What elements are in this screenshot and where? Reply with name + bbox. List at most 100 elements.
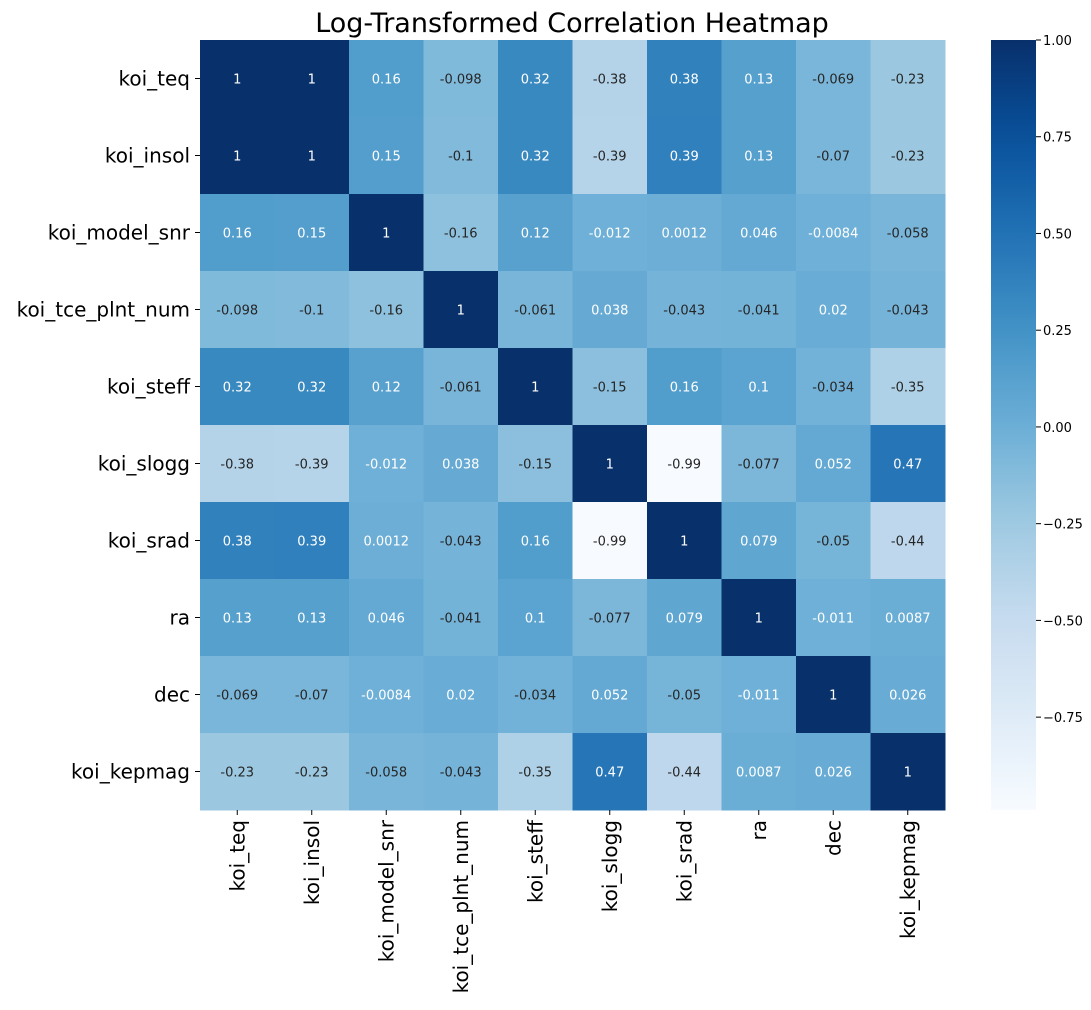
heatmap-cell	[423, 271, 499, 349]
heatmap-cell	[870, 40, 946, 118]
colorbar-tick-label: 0.25	[1043, 324, 1072, 339]
cell-value-label: 0.15	[372, 150, 401, 165]
heatmap-cell	[796, 40, 871, 118]
cell-value-label: 0.16	[521, 535, 550, 550]
heatmap-cell	[349, 425, 424, 503]
heatmap-cell	[349, 348, 424, 426]
heatmap-cell	[200, 656, 275, 734]
heatmap-cell	[572, 117, 648, 195]
cell-value-label: -0.23	[220, 766, 254, 781]
cell-value-label: 0.1	[748, 381, 769, 396]
cell-value-label: 0.15	[297, 227, 326, 242]
heatmap-cell	[870, 733, 946, 811]
heatmap-cell	[349, 194, 424, 272]
heatmap-cell	[274, 425, 350, 503]
cell-value-label: 0.02	[819, 304, 848, 319]
cell-value-label: -0.043	[887, 304, 929, 319]
cell-value-label: 0.39	[297, 535, 326, 550]
y-tick-label: koi_model_snr	[48, 221, 191, 245]
heatmap-cell	[870, 348, 946, 426]
y-tick-label: koi_slogg	[98, 452, 190, 476]
heatmap-cell	[274, 271, 350, 349]
cell-value-label: 0.32	[297, 381, 326, 396]
heatmap-cell	[796, 656, 871, 734]
cell-value-label: 0.0012	[364, 535, 410, 550]
heatmap-cell	[423, 579, 499, 657]
heatmap-cell	[572, 502, 648, 580]
y-tick-label: dec	[154, 683, 190, 707]
heatmap-cell	[647, 271, 722, 349]
heatmap-cell	[274, 348, 350, 426]
heatmap-cell	[423, 425, 499, 503]
heatmap-cell	[721, 425, 797, 503]
cell-value-label: -0.061	[440, 381, 482, 396]
y-tick-label: koi_tce_plnt_num	[17, 298, 190, 322]
heatmap-cell	[870, 656, 946, 734]
x-tick-label: koi_srad	[672, 820, 696, 902]
heatmap-cell	[274, 733, 350, 811]
colorbar-tick-label: −0.25	[1043, 518, 1083, 533]
cell-value-label: -0.05	[816, 535, 850, 550]
x-tick-label: koi_slogg	[598, 820, 622, 912]
heatmap-cell	[870, 194, 946, 272]
cell-value-label: -0.07	[816, 150, 850, 165]
x-tick-label: koi_kepmag	[896, 820, 920, 939]
y-tick-label: ra	[170, 606, 190, 630]
y-tick-label: koi_kepmag	[71, 760, 190, 784]
cell-value-label: -0.0084	[808, 227, 858, 242]
heatmap-cell	[200, 40, 275, 118]
cell-value-label: -0.043	[440, 766, 482, 781]
heatmap-cell	[423, 656, 499, 734]
heatmap-cell	[200, 194, 275, 272]
cell-value-label: -0.35	[891, 381, 925, 396]
cell-value-label: 0.13	[744, 73, 773, 88]
heatmap-cell	[721, 40, 797, 118]
heatmap-cell	[200, 502, 275, 580]
heatmap-cell	[349, 579, 424, 657]
heatmap-cell	[721, 502, 797, 580]
heatmap-cell	[498, 425, 573, 503]
heatmap-cell	[200, 579, 275, 657]
cell-value-label: -0.23	[295, 766, 329, 781]
cell-value-label: -0.034	[812, 381, 854, 396]
heatmap-cell	[498, 348, 573, 426]
cell-value-label: -0.041	[738, 304, 780, 319]
heatmap-cell	[498, 579, 573, 657]
cell-value-label: 0.1	[525, 612, 546, 627]
cell-value-label: 1	[755, 612, 763, 627]
cell-value-label: 0.0012	[662, 227, 708, 242]
cell-value-label: -0.098	[216, 304, 258, 319]
heatmap-cell	[274, 502, 350, 580]
heatmap-cell	[572, 733, 648, 811]
cell-value-label: 1	[233, 73, 241, 88]
heatmap-cell	[796, 733, 871, 811]
colorbar-tick-label: 0.50	[1043, 227, 1072, 242]
colorbar-tick-label: 1.00	[1043, 34, 1072, 49]
cell-value-label: 1	[606, 458, 614, 473]
cell-value-label: 0.32	[521, 73, 550, 88]
cell-value-label: -0.058	[887, 227, 929, 242]
cell-value-label: 1	[308, 73, 316, 88]
heatmap-cell	[721, 194, 797, 272]
heatmap-cell	[498, 656, 573, 734]
heatmap-cell	[572, 271, 648, 349]
x-tick-label: koi_insol	[300, 820, 324, 905]
cell-value-label: -0.07	[295, 689, 329, 704]
x-tick-label: koi_teq	[225, 820, 249, 892]
cell-value-label: -0.23	[891, 150, 925, 165]
cell-value-label: 0.0087	[885, 612, 931, 627]
cell-value-label: -0.38	[220, 458, 254, 473]
colorbar-tick-label: 0.75	[1043, 131, 1072, 146]
heatmap-cell	[647, 40, 722, 118]
cell-value-label: 0.079	[740, 535, 777, 550]
cell-value-label: 0.39	[670, 150, 699, 165]
cell-value-label: 0.02	[446, 689, 475, 704]
heatmap-cell	[572, 425, 648, 503]
cell-value-label: 0.052	[591, 689, 628, 704]
heatmap-cell	[721, 117, 797, 195]
cell-value-label: -0.043	[440, 535, 482, 550]
cell-value-label: 0.16	[223, 227, 252, 242]
cell-value-label: -0.034	[514, 689, 556, 704]
heatmap-cell	[721, 579, 797, 657]
